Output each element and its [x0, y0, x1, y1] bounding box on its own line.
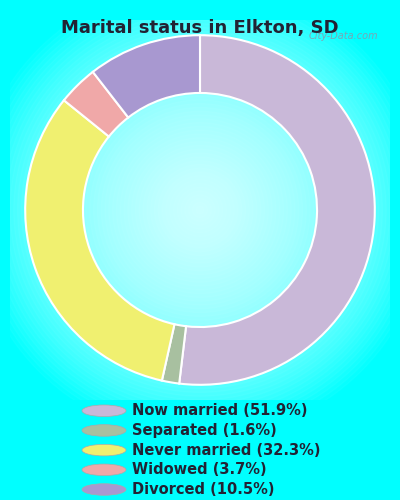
Text: Never married (32.3%): Never married (32.3%) [132, 442, 320, 458]
Text: Divorced (10.5%): Divorced (10.5%) [132, 482, 274, 497]
Text: Widowed (3.7%): Widowed (3.7%) [132, 462, 267, 477]
Text: Marital status in Elkton, SD: Marital status in Elkton, SD [61, 18, 339, 36]
Wedge shape [25, 100, 174, 380]
Circle shape [82, 444, 126, 456]
Wedge shape [179, 35, 375, 385]
Wedge shape [93, 35, 200, 117]
Wedge shape [64, 72, 128, 136]
Text: Separated (1.6%): Separated (1.6%) [132, 423, 277, 438]
Text: City-Data.com: City-Data.com [309, 32, 378, 42]
Circle shape [82, 464, 126, 475]
Text: Now married (51.9%): Now married (51.9%) [132, 403, 308, 418]
Circle shape [82, 405, 126, 416]
Wedge shape [162, 324, 186, 384]
Circle shape [82, 484, 126, 496]
Circle shape [82, 424, 126, 436]
